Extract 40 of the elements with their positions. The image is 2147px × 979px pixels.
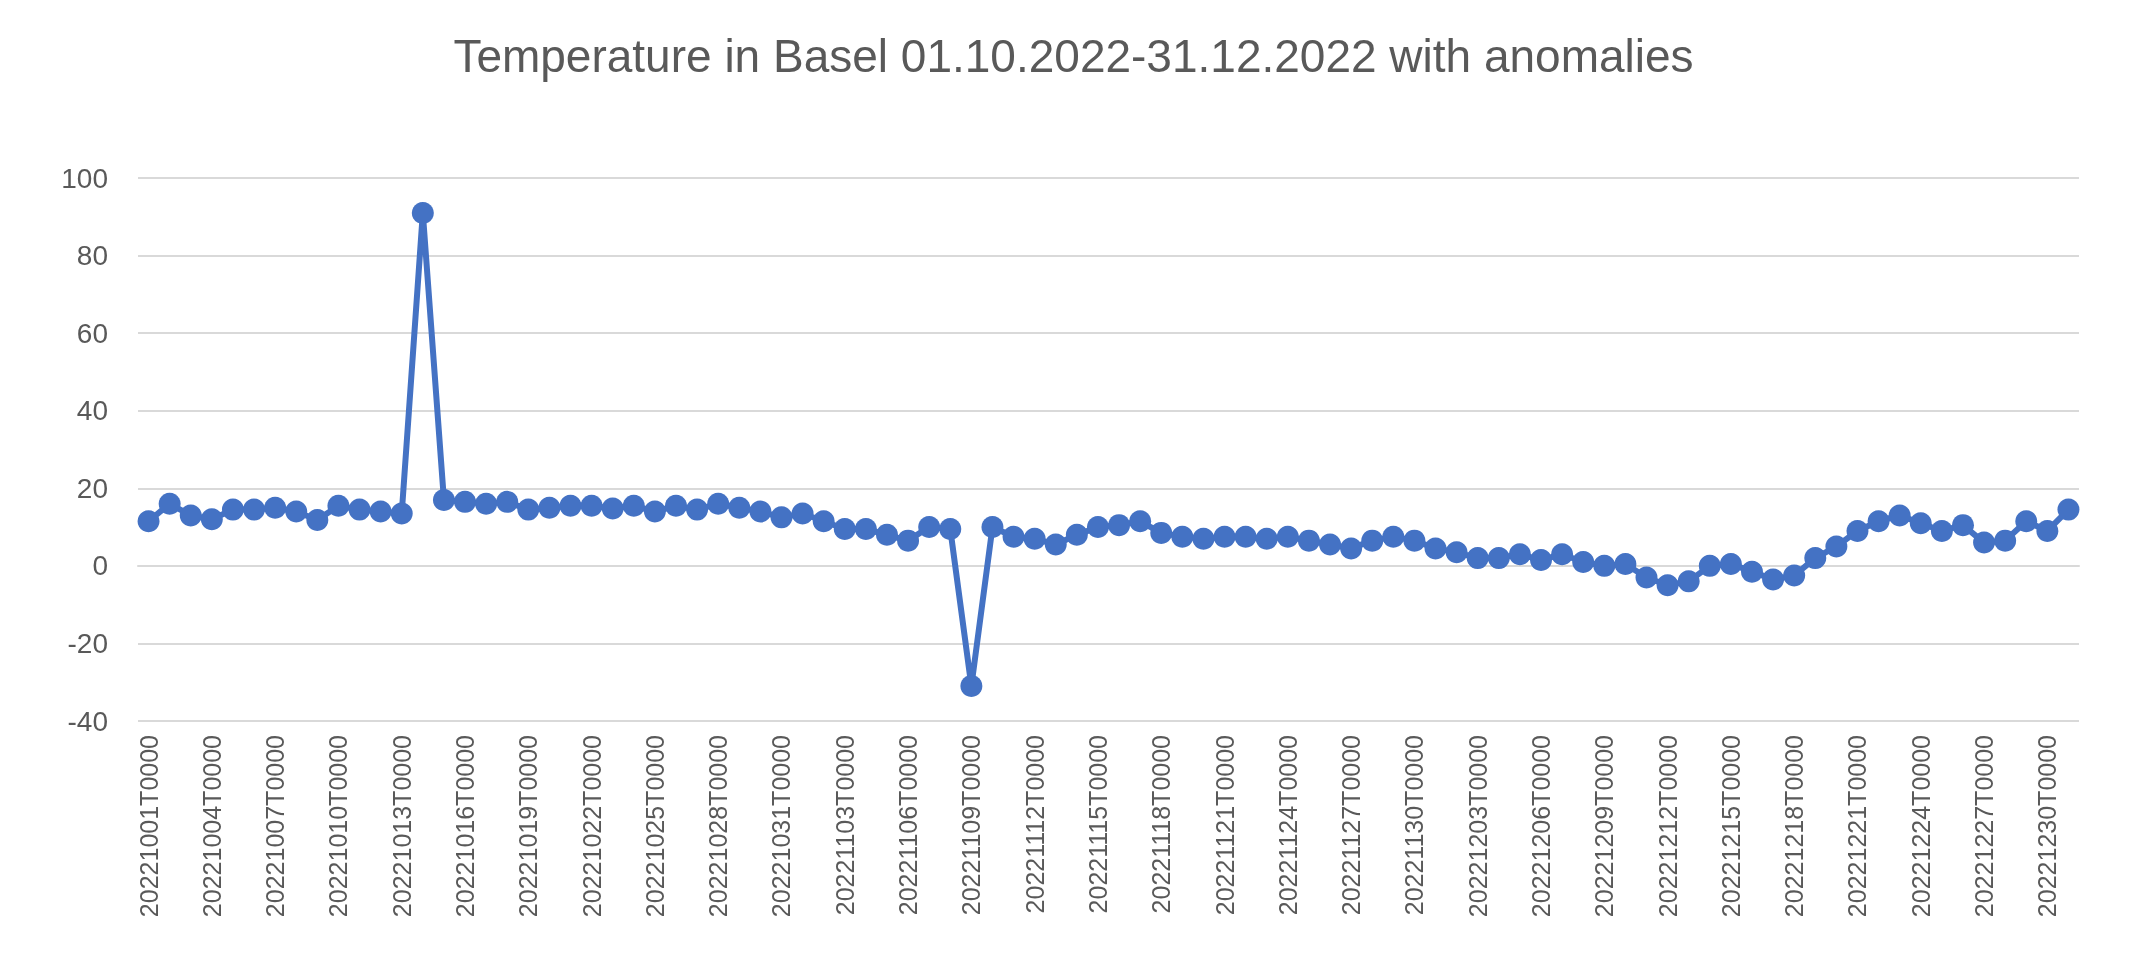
x-tick-label: 20221127T0000 <box>1337 735 1366 916</box>
x-tick-label: 20221001T0000 <box>134 735 163 918</box>
x-tick-label: 20221106T0000 <box>894 735 923 916</box>
y-tick-label: 100 <box>61 162 108 194</box>
y-tick-label: -40 <box>67 705 108 737</box>
x-tick-label: 20221206T0000 <box>1527 735 1556 918</box>
x-tick-label: 20221025T0000 <box>640 735 669 918</box>
x-tick-label: 20221221T0000 <box>1843 735 1872 918</box>
x-tick-label: 20221224T0000 <box>1906 735 1935 918</box>
y-tick-label: -20 <box>67 627 108 659</box>
x-tick-label: 20221124T0000 <box>1273 735 1302 916</box>
x-tick-label: 20221121T0000 <box>1210 735 1239 916</box>
x-tick-label: 20221028T0000 <box>704 735 733 918</box>
x-tick-label: 20221230T0000 <box>2033 735 2062 918</box>
x-tick-label: 20221016T0000 <box>451 735 480 918</box>
y-tick-label: 40 <box>76 395 108 427</box>
x-tick-label: 20221212T0000 <box>1653 735 1682 918</box>
x-tick-label: 20221004T0000 <box>197 735 226 918</box>
x-tick-label: 20221118T0000 <box>1147 735 1176 914</box>
x-tick-label: 20221209T0000 <box>1590 735 1619 918</box>
x-tick-label: 20221013T0000 <box>387 735 416 918</box>
x-tick-label: 20221022T0000 <box>577 735 606 918</box>
x-tick-label: 20221019T0000 <box>514 735 543 918</box>
x-tick-label: 20221215T0000 <box>1716 735 1745 918</box>
x-tick-label: 20221203T0000 <box>1463 735 1492 918</box>
y-tick-label: 0 <box>92 550 108 582</box>
y-tick-label: 80 <box>76 240 108 272</box>
x-tick-label: 20221130T0000 <box>1400 735 1429 916</box>
x-tick-label: 20221103T0000 <box>830 735 859 916</box>
x-tick-label: 20221031T0000 <box>767 735 796 918</box>
x-tick-label: 20221112T0000 <box>1020 735 1049 914</box>
x-tick-label: 20221227T0000 <box>1970 735 1999 918</box>
y-tick-label: 20 <box>76 472 108 504</box>
x-tick-label: 20221109T0000 <box>957 735 986 916</box>
chart-title: Temperature in Basel 01.10.2022-31.12.2022 with anomalies <box>453 30 1694 82</box>
x-tick-label: 20221007T0000 <box>261 735 290 918</box>
x-tick-label: 20221010T0000 <box>324 735 353 918</box>
x-tick-label: 20221115T0000 <box>1083 735 1112 914</box>
y-tick-label: 60 <box>76 317 108 349</box>
x-tick-label: 20221218T0000 <box>1780 735 1809 918</box>
